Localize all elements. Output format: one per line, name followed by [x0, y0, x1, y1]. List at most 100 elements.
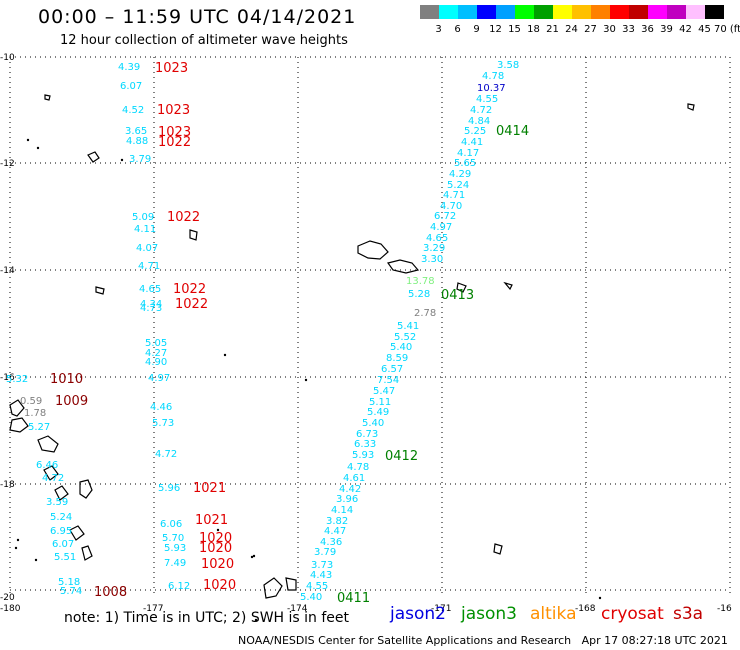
time-label: 1008: [94, 585, 127, 600]
islet: [34, 558, 38, 562]
wave-height-value: 3.82: [326, 516, 348, 527]
scale-swatch: [648, 5, 667, 19]
scale-swatch: [591, 5, 610, 19]
island-outline: [81, 545, 93, 561]
island-outline: [37, 435, 59, 453]
wave-height-value: 5.51: [54, 552, 76, 563]
wave-height-value: 5.93: [164, 543, 186, 554]
wave-height-value: 3.79: [314, 547, 336, 558]
latitude-label: -12: [0, 159, 15, 169]
wave-height-value: 5.47: [373, 386, 395, 397]
wave-height-value: 6.57: [381, 364, 403, 375]
scale-label: 12: [489, 24, 502, 35]
wave-height-value: 5.24: [447, 180, 469, 191]
wave-height-value: 5.27: [28, 422, 50, 433]
time-label: 1022: [173, 282, 206, 297]
scale-label: 45: [698, 24, 711, 35]
wave-height-value: 4.17: [457, 148, 479, 159]
wave-height-labels: 3.584.7810.374.554.724.845.254.414.175.6…: [6, 60, 519, 603]
scale-label: 21: [546, 24, 559, 35]
island-outline: [263, 577, 283, 599]
islet: [36, 146, 40, 150]
wave-height-value: 4.73: [140, 303, 162, 314]
wave-height-value: 3.79: [129, 154, 151, 165]
wave-height-value: 7.49: [164, 558, 186, 569]
island-outline: [503, 281, 513, 291]
island-outline: [493, 543, 503, 555]
scale-label: 42: [679, 24, 692, 35]
wave-height-value: 5.52: [394, 332, 416, 343]
scale-swatch: [610, 5, 629, 19]
wave-height-value: 4.27: [145, 348, 167, 359]
scale-label: 33: [622, 24, 635, 35]
scale-label: 15: [508, 24, 521, 35]
wave-height-value: 3.29: [423, 243, 445, 254]
scale-label: 70 (ft): [714, 24, 740, 35]
wave-height-value: 6.33: [354, 439, 376, 450]
wave-height-value: 5.24: [50, 512, 72, 523]
scale-label: 3: [435, 24, 442, 35]
wave-height-value: 6.06: [160, 519, 182, 530]
wave-height-value: 4.61: [343, 473, 365, 484]
wave-height-value: 3.96: [336, 494, 358, 505]
scale-label: 9: [473, 24, 480, 35]
longitude-label: -177: [143, 604, 163, 614]
wave-height-value: 5.49: [367, 407, 389, 418]
islet: [120, 158, 124, 162]
wave-height-value: 4.43: [310, 570, 332, 581]
wave-height-value: 6.95: [50, 526, 72, 537]
longitude-label: -171: [431, 604, 451, 614]
island-outline: [54, 485, 69, 501]
scale-swatch: [458, 5, 477, 19]
island-outline: [9, 417, 29, 433]
wave-height-value: 4.97: [430, 222, 452, 233]
wave-height-value: 4.42: [339, 484, 361, 495]
satellite-legend-item: s3a: [673, 604, 704, 624]
wave-height-value: 13.78: [406, 276, 435, 287]
wave-height-value: 3.58: [497, 60, 519, 71]
wave-height-value: 3.59: [46, 497, 68, 508]
axis-labels: -10 -12 -14 -16 -18 -20-180 -177 -174 -171 -168 -1…: [0, 53, 732, 614]
island-outline: [9, 399, 25, 417]
time-labels: 1023102310231022102210221022102110211020…: [50, 61, 529, 606]
wave-height-value: 1.78: [24, 408, 46, 419]
coastlines: [9, 94, 695, 622]
time-label: 1009: [55, 394, 88, 409]
wave-height-value: 5.09: [132, 212, 154, 223]
scale-swatch: [534, 5, 553, 19]
longitude-label: -174: [287, 604, 308, 614]
wave-height-value: 4.47: [324, 526, 346, 537]
scale-swatch: [477, 5, 496, 19]
time-label: 1021: [193, 481, 226, 496]
wave-height-value: 4.55: [306, 581, 328, 592]
wave-height-value: 5.11: [369, 397, 391, 408]
wave-height-value: 4.72: [470, 105, 492, 116]
islet: [254, 618, 258, 622]
satellite-legend-item: jason2: [390, 604, 446, 624]
island-outline: [386, 259, 420, 274]
scale-label: 39: [660, 24, 673, 35]
time-label: 1022: [175, 297, 208, 312]
wave-height-value: 5.70: [162, 533, 184, 544]
wave-height-value: 0.59: [20, 396, 42, 407]
latitude-label: -16: [0, 373, 15, 383]
scale-label: 30: [603, 24, 616, 35]
scale-label: 24: [565, 24, 578, 35]
time-label: 1022: [158, 135, 191, 150]
time-label: 1021: [195, 513, 228, 528]
wave-height-value: 5.93: [352, 450, 374, 461]
wave-height-value: 5.74: [60, 586, 82, 597]
satellite-legend-item: cryosat: [601, 604, 664, 624]
wave-height-value: 7.54: [377, 375, 399, 386]
wave-height-value: 3.30: [421, 254, 443, 265]
wave-height-value: 4.29: [449, 169, 471, 180]
islet: [250, 555, 254, 559]
wave-height-value: 6.72: [434, 211, 456, 222]
wave-height-value: 4.70: [440, 201, 462, 212]
island-outline: [43, 465, 59, 481]
island-outline: [687, 103, 695, 111]
wave-height-value: 4.41: [461, 137, 483, 148]
map-title: 00:00 – 11:59 UTC 04/14/2021: [38, 6, 357, 28]
satellite-legend-item: jason3: [461, 604, 517, 624]
wave-height-value: 4.39: [118, 62, 140, 73]
